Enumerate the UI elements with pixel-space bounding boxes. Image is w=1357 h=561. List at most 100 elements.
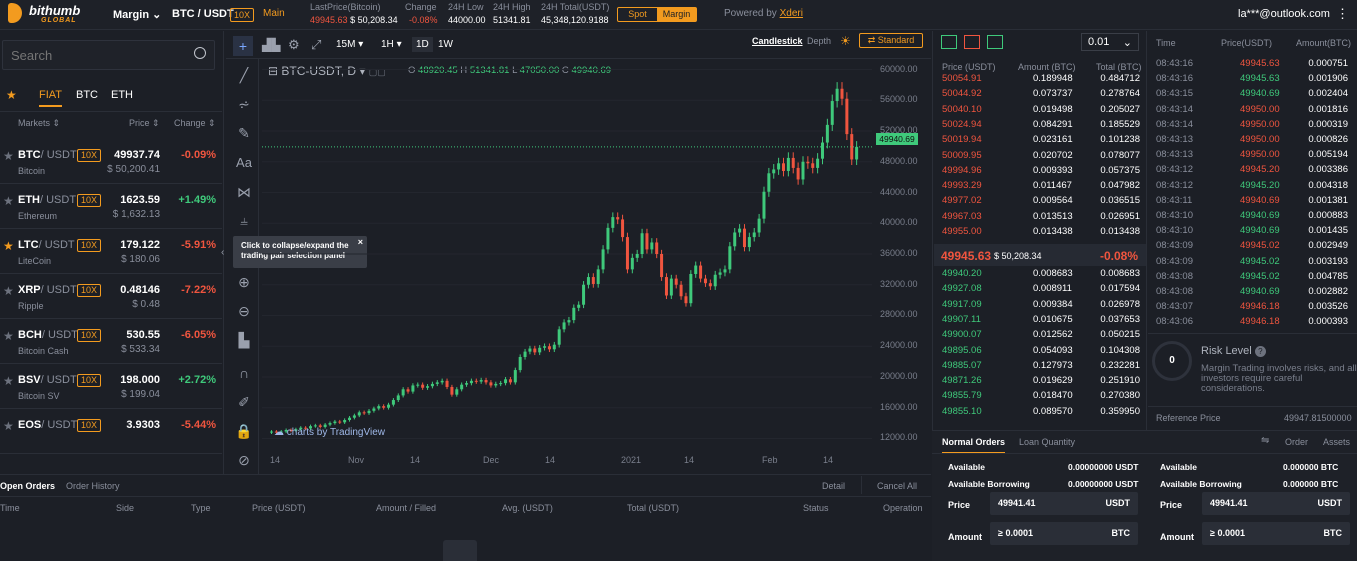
col-price[interactable]: Price ⇕ [129,118,160,128]
user-account[interactable]: la***@outlook.com [1238,8,1330,20]
gear-icon[interactable]: ⚙ [288,37,300,52]
ask-row[interactable]: 50044.92 0.073737 0.278764 [940,86,1144,101]
bid-row[interactable]: 49871.26 0.019629 0.251910 [940,373,1144,388]
pencil-lock-icon[interactable]: ✐ [238,394,250,410]
buy-amount-input[interactable]: ≥ 0.0001 BTC [990,522,1138,545]
col-markets[interactable]: Markets ⇕ [18,118,61,128]
col-change[interactable]: Change ⇕ [174,118,216,128]
interval-1d[interactable]: 1D [412,37,433,52]
favorite-star-icon[interactable]: ★ [3,149,14,163]
favorite-star-icon[interactable]: ★ [3,284,14,298]
search-icon[interactable] [194,47,206,59]
measure-icon[interactable]: ⫨ [240,212,248,228]
favorite-star-icon[interactable]: ★ [3,329,14,343]
bithumb-logo-icon[interactable] [8,3,22,23]
tab-normal-orders[interactable]: Normal Orders [942,437,1006,454]
help-icon[interactable]: ? [1254,346,1266,357]
sell-price-input[interactable]: 49941.41 USDT [1202,492,1350,515]
favorites-star-icon[interactable]: ★ [6,88,17,102]
market-row[interactable]: ★ BSV/ USDT 10X Bitcoin SV 198.000 $ 199.04 +2… [0,364,222,409]
ask-row[interactable]: 49955.00 0.013438 0.013438 [940,224,1144,239]
market-row[interactable]: ★ BTC/ USDT 10X Bitcoin 49937.74 $ 50,200.41 -… [0,139,222,184]
ask-row[interactable]: 50009.95 0.020702 0.078077 [940,148,1144,163]
bid-row[interactable]: 49907.11 0.010675 0.037653 [940,312,1144,327]
theme-sun-icon[interactable]: ☀ [840,34,851,48]
crosshair-icon[interactable]: + [233,36,253,56]
candlestick-chart[interactable] [262,58,930,450]
spot-tab[interactable]: Spot [628,9,647,19]
ask-row[interactable]: 50019.94 0.023161 0.101238 [940,132,1144,147]
orderbook-both-icon[interactable] [941,35,957,49]
favorite-star-icon[interactable]: ★ [3,194,14,208]
view-candlestick[interactable]: Candlestick [752,36,803,46]
bid-row[interactable]: 49855.79 0.018470 0.270380 [940,388,1144,403]
hide-icon[interactable]: ⊘ [238,452,250,468]
buy-price-input[interactable]: 49941.41 USDT [990,492,1138,515]
standard-button[interactable]: ⇄ Standard [859,33,923,48]
lock-icon[interactable]: 🔒 [235,423,253,439]
market-row[interactable]: ★ BCH/ USDT 10X Bitcoin Cash 530.55 $ 533.34 -… [0,319,222,364]
search-box[interactable] [2,40,215,70]
favorite-star-icon[interactable]: ★ [3,419,14,433]
bid-row[interactable]: 49927.08 0.008911 0.017594 [940,281,1144,296]
bid-row[interactable]: 49900.07 0.012562 0.050215 [940,327,1144,342]
tab-eth[interactable]: ETH [111,89,133,101]
chart-symbol[interactable]: ⊟ BTC-USDT, D ▾ ▢▢ [268,64,386,78]
bid-row[interactable]: 49855.10 0.089570 0.359950 [940,404,1144,419]
cancel-all-button[interactable]: Cancel All [877,481,918,491]
brand-name[interactable]: bithumb [29,3,81,18]
favorite-star-icon[interactable]: ★ [3,239,14,253]
ask-row[interactable]: 49994.96 0.009393 0.057375 [940,163,1144,178]
menu-dots-icon[interactable]: ⋮ [1336,6,1349,21]
margin-tab[interactable]: Margin [657,8,696,21]
zoom-in-icon[interactable]: ⊕ [238,274,250,290]
assets-link[interactable]: Assets [1323,437,1351,447]
zoom-out-icon[interactable]: ⊖ [238,303,250,319]
interval-1h[interactable]: 1H ▾ [381,39,402,50]
market-row[interactable]: ★ ETH/ USDT 10X Ethereum 1623.59 $ 1,632.13 +1… [0,184,222,229]
pattern-icon[interactable]: ⋈ [237,184,251,200]
favorite-star-icon[interactable]: ★ [3,374,14,388]
pair-selector[interactable]: BTC / USDT [172,8,234,20]
bid-row[interactable]: 49917.09 0.009384 0.026978 [940,297,1144,312]
close-icon[interactable]: × [357,237,363,247]
market-row[interactable]: ★ EOS/ USDT 10X 3.9303 -5.44% [0,409,222,454]
xderi-link[interactable]: Xderi [779,8,803,19]
ask-row[interactable]: 49977.02 0.009564 0.036515 [940,193,1144,208]
ask-row[interactable]: 50024.94 0.084291 0.185529 [940,117,1144,132]
tab-fiat[interactable]: FIAT [39,89,63,107]
interval-1w[interactable]: 1W [438,39,453,50]
ask-row[interactable]: 50040.10 0.019498 0.205027 [940,102,1144,117]
margin-menu[interactable]: Margin ⌄ [113,9,162,21]
market-row[interactable]: ★ LTC/ USDT 10X LiteCoin 179.122 $ 180.06 -5.9… [0,229,222,274]
search-input[interactable] [11,46,181,64]
trend-line-icon[interactable]: ╱ [239,67,249,83]
interval-15m[interactable]: 15M ▾ [336,39,364,50]
ask-row[interactable]: 49993.29 0.011467 0.047982 [940,178,1144,193]
tab-order-history[interactable]: Order History [66,481,120,491]
detail-link[interactable]: Detail [822,481,846,491]
bid-row[interactable]: 49885.07 0.127973 0.232281 [940,358,1144,373]
orderbook-bids-icon[interactable] [987,35,1003,49]
precision-select[interactable]: 0.01 ⌄ [1081,33,1139,51]
ruler-icon[interactable]: ▙ [238,332,250,348]
sell-amount-input[interactable]: ≥ 0.0001 BTC [1202,522,1350,545]
fullscreen-icon[interactable]: ⤢ [311,37,322,52]
transfer-icon[interactable]: ⇋ [1261,435,1270,446]
tab-loan-quantity[interactable]: Loan Quantity [1019,437,1076,447]
order-link[interactable]: Order [1285,437,1309,447]
magnet-icon[interactable]: ∩ [238,365,250,381]
market-row[interactable]: ★ XRP/ USDT 10X Ripple 0.48146 $ 0.48 -7.22% [0,274,222,319]
view-depth[interactable]: Depth [807,36,832,46]
orderbook-asks-icon[interactable] [964,35,980,49]
text-tool-icon[interactable]: Aa [236,155,252,170]
ask-row[interactable]: 49967.03 0.013513 0.026951 [940,209,1144,224]
tab-open-orders[interactable]: Open Orders [0,481,56,491]
fib-tool-icon[interactable]: ⩫ [238,96,250,112]
tab-btc[interactable]: BTC [76,89,98,101]
bid-row[interactable]: 49895.06 0.054093 0.104308 [940,343,1144,358]
collapse-panel-icon[interactable]: ‹ [221,247,225,258]
bid-row[interactable]: 49940.20 0.008683 0.008683 [940,266,1144,281]
ask-row[interactable]: 50054.91 0.189948 0.484712 [940,71,1144,86]
brush-icon[interactable]: ✎ [238,125,250,141]
